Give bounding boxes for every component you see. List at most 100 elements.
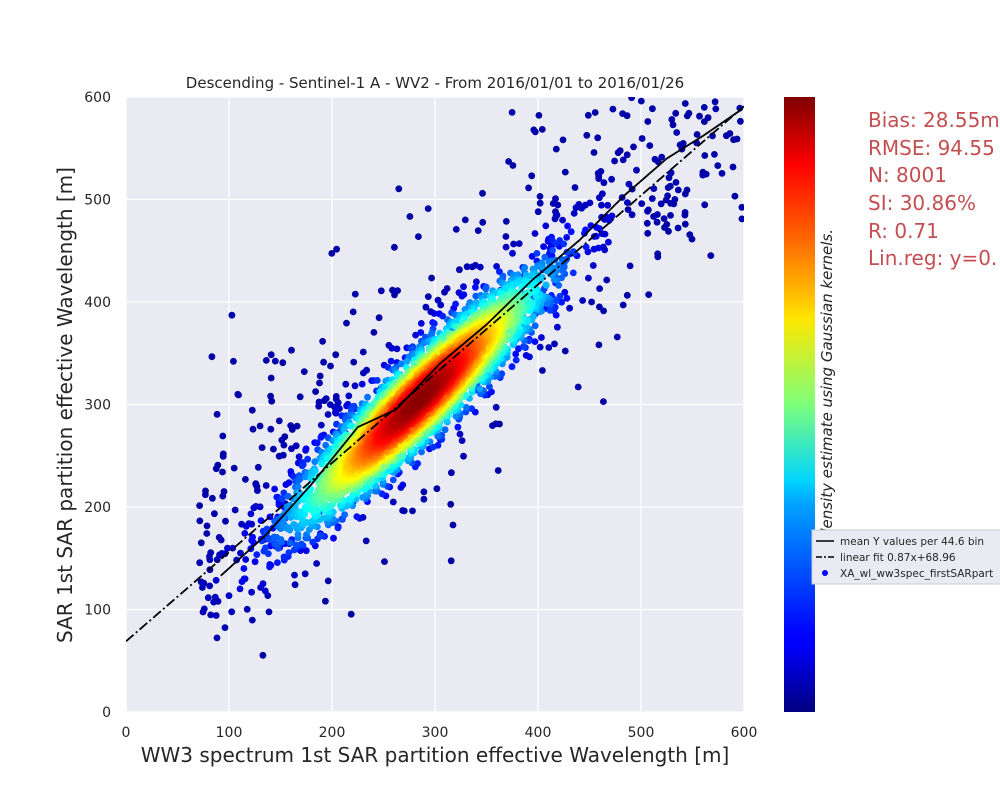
scatter-point: [535, 112, 543, 119]
scatter-point: [638, 135, 646, 142]
scatter-point: [714, 162, 722, 170]
scatter-point: [203, 522, 211, 530]
scatter-point: [554, 201, 562, 209]
scatter-point: [552, 145, 560, 153]
scatter-point: [320, 514, 328, 522]
scatter-point: [473, 278, 480, 286]
scatter-point: [532, 293, 540, 301]
scatter-point: [359, 348, 367, 356]
scatter-point: [536, 193, 544, 200]
scatter-point: [730, 136, 737, 144]
scatter-point: [249, 425, 257, 433]
scatter-point: [389, 476, 397, 484]
scatter-point: [251, 558, 259, 566]
scatter-point: [600, 398, 607, 405]
scatter-point: [430, 310, 438, 317]
scatter-point: [294, 530, 302, 538]
scatter-point: [664, 184, 672, 192]
scatter-point: [417, 320, 425, 327]
scatter-point: [472, 283, 479, 291]
scatter-point: [322, 441, 330, 449]
scatter-point: [482, 285, 490, 293]
scatter-point: [672, 179, 680, 186]
scatter-point: [301, 570, 309, 578]
scatter-point: [280, 553, 288, 561]
scatter-point: [349, 308, 357, 316]
scatter-point: [342, 380, 350, 388]
scatter-point: [571, 184, 579, 191]
scatter-point: [211, 510, 218, 518]
scatter-point: [589, 262, 597, 269]
scatter-point: [389, 498, 397, 506]
scatter-point: [292, 541, 300, 549]
scatter-point: [262, 544, 269, 552]
scatter-point: [661, 224, 668, 231]
scatter-point: [563, 294, 571, 302]
scatter-point: [213, 634, 221, 642]
scatter-point: [271, 485, 278, 493]
scatter-point: [637, 97, 645, 105]
scatter-point: [292, 442, 300, 450]
scatter-point: [322, 597, 329, 605]
scatter-point: [633, 166, 640, 174]
scatter-point: [211, 593, 219, 601]
stat-n: N: 8001: [868, 163, 947, 187]
scatter-point: [681, 209, 689, 216]
scatter-point: [285, 479, 293, 486]
scatter-point: [456, 430, 464, 438]
scatter-point: [200, 579, 208, 587]
scatter-point: [537, 276, 544, 283]
scatter-point: [600, 179, 608, 187]
scatter-point: [595, 175, 603, 183]
scatter-point: [452, 412, 460, 420]
scatter-point: [460, 283, 467, 291]
scatter-point: [351, 382, 359, 390]
scatter-point: [567, 228, 575, 236]
scatter-point: [254, 463, 262, 471]
scatter-point: [645, 291, 653, 298]
scatter-point: [628, 97, 635, 102]
scatter-point: [672, 109, 680, 117]
colorbar-label: point density estimate using Gaussian ke…: [818, 229, 836, 582]
scatter-point: [370, 329, 378, 336]
scatter-point: [479, 189, 486, 197]
scatter-point: [217, 536, 225, 544]
scatter-point: [533, 250, 541, 257]
scatter-point: [463, 263, 471, 271]
stat-bias: Bias: 28.55m: [868, 108, 1000, 132]
scatter-point: [731, 192, 739, 200]
scatter-point: [551, 215, 559, 223]
scatter-point: [582, 243, 590, 251]
scatter-point: [598, 230, 606, 238]
scatter-point: [377, 287, 385, 295]
scatter-point: [723, 132, 730, 140]
scatter-point: [345, 392, 353, 400]
scatter-point: [502, 243, 510, 251]
scatter-point: [302, 445, 310, 453]
scatter-point: [611, 157, 618, 165]
scatter-point: [623, 151, 631, 159]
scatter-point: [391, 243, 398, 251]
scatter-point: [324, 411, 332, 418]
scatter-point: [259, 651, 267, 659]
scatter-point: [212, 465, 220, 473]
scatter-point: [248, 406, 256, 414]
scatter-point: [441, 288, 448, 296]
stats-block: Bias: 28.55m RMSE: 94.55 N: 8001 SI: 30.…: [868, 108, 1000, 270]
scatter-point: [559, 216, 566, 224]
scatter-point: [262, 482, 270, 489]
scatter-point: [605, 238, 612, 246]
scatter-point: [363, 366, 370, 374]
x-tick-label: 100: [216, 725, 243, 741]
scatter-point: [545, 344, 553, 351]
scatter-point: [293, 422, 301, 430]
scatter-point: [528, 172, 536, 180]
scatter-point: [312, 388, 319, 395]
scatter-point: [428, 274, 435, 282]
scatter-point: [570, 210, 578, 217]
scatter-point: [603, 276, 611, 284]
scatter-point: [595, 341, 603, 349]
scatter-point: [570, 248, 577, 256]
scatter-point: [288, 426, 296, 433]
